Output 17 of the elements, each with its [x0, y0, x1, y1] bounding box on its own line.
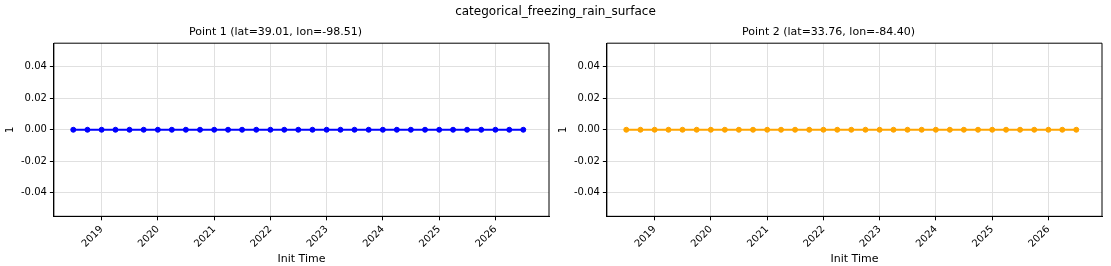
y-tick-label: 0.00 — [24, 123, 47, 135]
y-axis-title: 1 — [3, 126, 15, 133]
y-tick-label: 0.02 — [577, 91, 600, 103]
y-tick-label: -0.02 — [21, 154, 47, 166]
y-tick-label: 0.04 — [577, 60, 600, 72]
y-tick-label: 0.02 — [24, 91, 47, 103]
x-axis-title: Init Time — [830, 252, 879, 266]
chart-title: Point 2 (lat=33.76, lon=-84.40) — [741, 25, 916, 39]
text: categorical_freezing_rain_surface — [454, 4, 657, 18]
chart-title: Point 1 (lat=39.01, lon=-98.51) — [188, 25, 363, 39]
y-tick-label: 0.04 — [24, 60, 47, 72]
y-tick-label: 0.00 — [577, 123, 600, 135]
y-axis-title: 1 — [556, 126, 568, 133]
y-tick-label: -0.04 — [21, 186, 47, 198]
x-axis-title: Init Time — [277, 252, 326, 266]
y-tick-label: -0.02 — [574, 154, 600, 166]
y-tick-label: -0.04 — [574, 186, 600, 198]
